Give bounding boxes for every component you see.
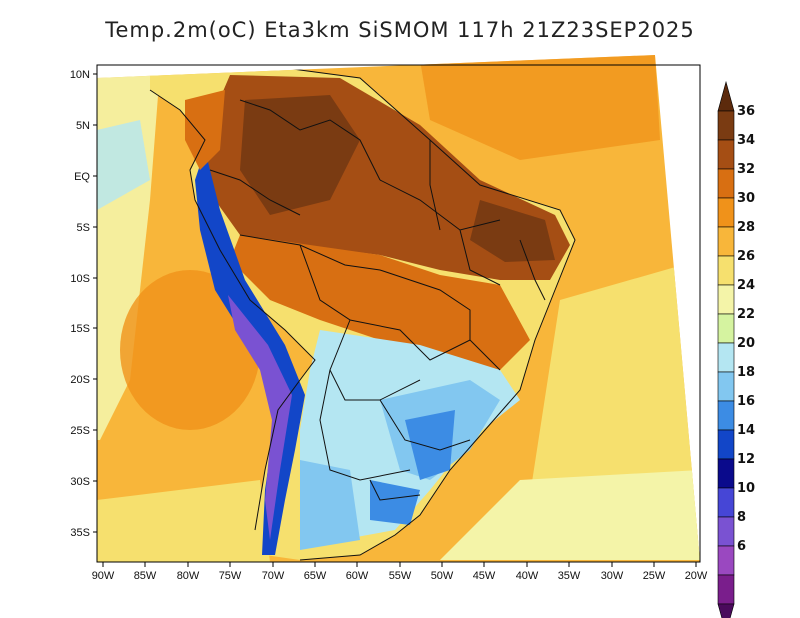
south-atlantic-cool [440,470,700,560]
lat-tick-label: 25S [70,425,90,437]
south-brazil-cold [405,410,455,480]
colorbar-swatch [717,197,735,228]
colorbar-swatches [717,80,735,618]
colorbar-swatch [717,313,735,344]
colorbar-label: 12 [737,452,755,467]
lon-tick-label: 80W [177,570,200,582]
colombia-warm [185,90,225,170]
colorbar-label: 24 [737,278,755,293]
colorbar-label: 8 [737,510,746,525]
lon-tick-label: 65W [304,570,327,582]
colorbar-bottom-arrow [717,603,735,618]
colorbar-label: 22 [737,307,755,322]
colorbar-label: 28 [737,220,755,235]
lat-tick-label: 5S [77,222,90,234]
colorbar-swatch [717,516,735,547]
lat-tick-label: 5N [76,120,90,132]
lon-tick-label: 60W [346,570,369,582]
colorbar-swatch [717,226,735,257]
lat-tick-label: 10S [70,273,90,285]
colorbar-label: 32 [737,162,755,177]
lon-tick-label: 45W [473,570,496,582]
border-lines [149,59,576,561]
lon-tick-label: 20W [685,570,708,582]
lon-tick-label: 30W [601,570,624,582]
lon-tick-label: 40W [516,570,539,582]
lat-tick-label: 15S [70,323,90,335]
colorbar-swatch [717,342,735,373]
map-title: Temp.2m(oC) Eta3km SiSMOM 117h 21Z23SEP2… [105,18,695,42]
lat-tick-label: 20S [70,374,90,386]
longitude-axis: 90W 85W 80W 75W 70W 65W 60W 55W 50W 45W … [92,562,708,582]
colorbar-swatch [717,429,735,460]
colorbar-swatch [717,487,735,518]
colorbar-label: 14 [737,423,755,438]
colorbar-swatch [717,168,735,199]
pacific-warm-patch [120,270,260,430]
lon-tick-label: 50W [431,570,454,582]
temperature-field [97,55,700,562]
colorbar-swatch [717,458,735,489]
colorbar: 36 34 32 30 28 26 24 22 20 18 16 14 12 1… [717,80,755,618]
central-warm-region [230,235,530,370]
north-atlantic-warm [420,55,660,160]
pacific-cold-patch [97,120,150,210]
colorbar-top-arrow [717,80,735,112]
uruguay-cold [370,480,420,525]
colorbar-swatch [717,371,735,402]
latitude-axis: 10N 5N EQ 5S 10S 15S 20S 25S 30S 35S [70,69,97,539]
colorbar-label: 16 [737,394,755,409]
lon-tick-label: 75W [219,570,242,582]
lat-tick-label: 10N [70,69,90,81]
patagonia-cool [300,460,360,550]
amazon-hottest-core [240,95,360,215]
colorbar-label: 34 [737,133,755,148]
colorbar-label: 30 [737,191,755,206]
colorbar-swatch [717,284,735,315]
lon-tick-label: 25W [643,570,666,582]
lon-tick-label: 55W [389,570,412,582]
lon-tick-label: 90W [92,570,115,582]
colorbar-swatch [717,545,735,576]
colorbar-swatch [717,400,735,431]
lat-tick-label: 35S [70,527,90,539]
colorbar-swatch [717,255,735,286]
lat-tick-label: 30S [70,476,90,488]
lon-tick-label: 70W [262,570,285,582]
northeast-hot-core [470,200,555,262]
colorbar-label: 18 [737,365,755,380]
andes-coldest-strip [228,295,292,540]
lat-tick-label: EQ [74,171,90,183]
colorbar-label: 6 [737,539,746,554]
lon-tick-label: 35W [558,570,581,582]
colorbar-swatch [717,574,735,605]
colorbar-label: 20 [737,336,755,351]
colorbar-swatch [717,110,735,141]
colorbar-swatch [717,139,735,170]
south-pacific-yellow [97,480,270,562]
map-frame [96,64,701,563]
colorbar-label: 26 [737,249,755,264]
colorbar-label: 10 [737,481,755,496]
lon-tick-label: 85W [134,570,157,582]
colorbar-label: 36 [737,104,755,119]
